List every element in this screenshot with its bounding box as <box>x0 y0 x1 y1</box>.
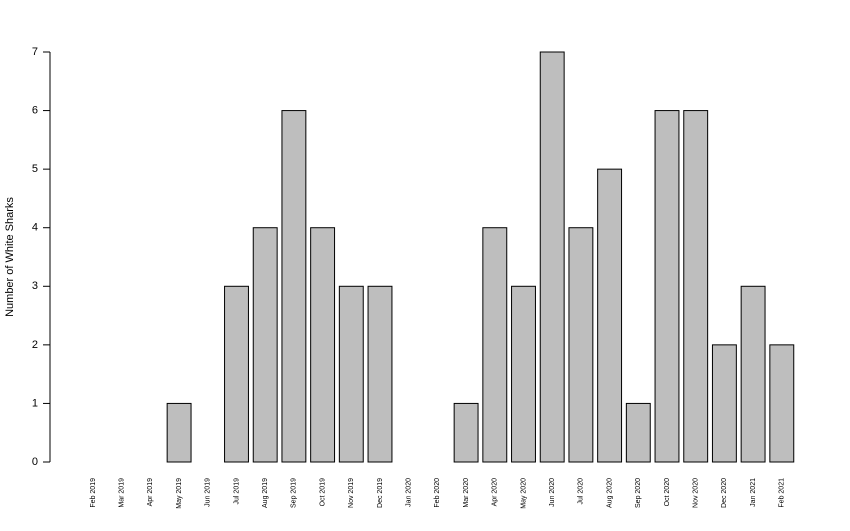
x-tick-label: Aug 2020 <box>606 478 613 508</box>
bar <box>281 110 307 463</box>
bar <box>224 285 249 463</box>
x-tick-label: Feb 2019 <box>90 478 97 508</box>
bar <box>511 285 536 463</box>
x-tick-label: Jun 2020 <box>549 478 556 507</box>
x-tick-label: Nov 2020 <box>693 478 700 508</box>
bar <box>597 168 623 463</box>
y-tick-label: 7 <box>32 46 38 58</box>
bar <box>338 285 364 463</box>
x-tick-label: May 2020 <box>520 478 527 509</box>
x-tick-label: Oct 2019 <box>319 478 326 507</box>
x-tick-label: Sep 2020 <box>635 478 642 508</box>
x-tick-label: Nov 2019 <box>348 478 355 508</box>
y-tick-label: 4 <box>32 222 38 234</box>
bar <box>683 110 709 463</box>
x-tick-label: Dec 2020 <box>721 478 728 508</box>
bar <box>166 402 192 463</box>
y-tick-label: 3 <box>32 280 38 292</box>
bar <box>482 227 508 463</box>
x-tick-label: Feb 2020 <box>434 478 441 508</box>
x-tick-label: Mar 2019 <box>119 478 126 508</box>
bar <box>539 51 565 463</box>
y-tick-label: 6 <box>32 104 38 116</box>
bar <box>740 285 766 463</box>
bar <box>568 227 594 463</box>
bar <box>252 227 278 463</box>
x-tick-label: Apr 2020 <box>492 478 499 507</box>
x-tick-label: Dec 2019 <box>377 478 384 508</box>
bar <box>367 285 393 463</box>
x-tick-label: Sep 2019 <box>291 478 298 508</box>
bar <box>453 402 479 463</box>
bar <box>310 227 336 463</box>
bar <box>769 344 795 463</box>
x-tick-label: Feb 2021 <box>779 478 786 508</box>
y-axis-label: Number of White Sharks <box>4 197 16 317</box>
x-tick-label: Aug 2019 <box>262 478 269 508</box>
x-tick-label: Jan 2020 <box>406 478 413 507</box>
x-tick-label: May 2019 <box>176 478 183 509</box>
y-tick-label: 5 <box>32 163 38 175</box>
y-tick-label: 2 <box>32 339 38 351</box>
x-tick-label: Mar 2020 <box>463 478 470 508</box>
x-tick-label: Oct 2020 <box>664 478 671 507</box>
x-tick-label: Jun 2019 <box>205 478 212 507</box>
x-tick-label: Jan 2021 <box>750 478 757 507</box>
x-tick-label: Jul 2020 <box>578 478 585 505</box>
x-tick-label: Apr 2019 <box>147 478 154 507</box>
y-tick-label: 0 <box>32 456 38 468</box>
y-tick-label: 1 <box>32 397 38 409</box>
x-tick-label: Jul 2019 <box>233 478 240 505</box>
bar <box>654 110 680 463</box>
bar <box>625 402 651 463</box>
bar <box>711 344 737 463</box>
